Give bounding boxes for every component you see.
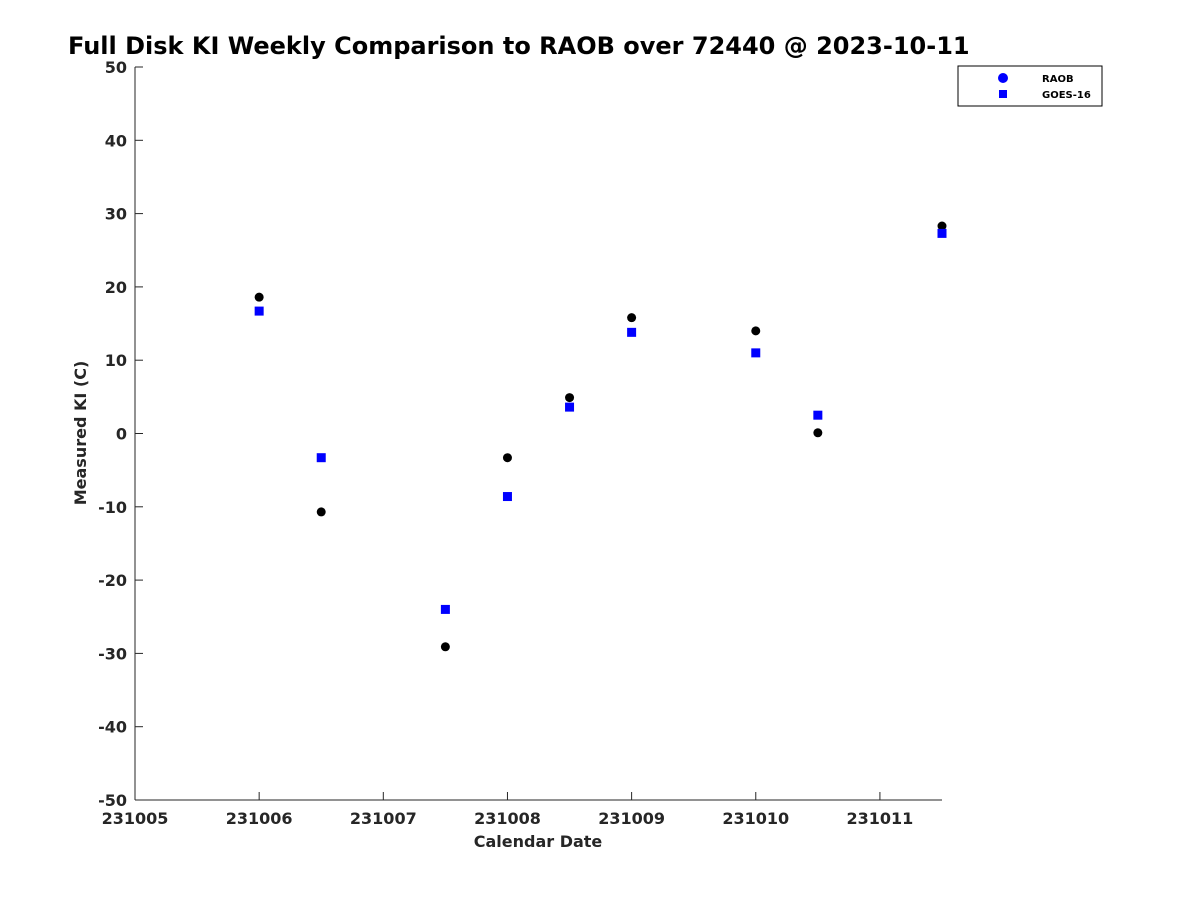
y-axis-label: Measured KI (C)	[71, 361, 90, 506]
x-tick-label: 231006	[226, 809, 293, 828]
x-tick-label: 231005	[102, 809, 169, 828]
legend-marker-goes-16	[999, 90, 1007, 98]
goes-16-point	[316, 453, 326, 463]
y-tick-label: 10	[105, 351, 127, 370]
y-tick-label: 30	[105, 205, 127, 224]
y-tick-label: -10	[98, 498, 127, 517]
y-tick-label: -30	[98, 644, 127, 663]
x-tick-label: 231010	[722, 809, 789, 828]
raob-point	[440, 642, 450, 652]
goes-16-point	[813, 410, 823, 420]
raob-point	[627, 313, 637, 323]
data-points	[254, 221, 947, 652]
raob-point	[937, 221, 947, 231]
goes-16-point	[627, 327, 637, 337]
goes-16-point	[751, 348, 761, 358]
goes-16-point	[565, 402, 575, 412]
raob-point	[502, 453, 512, 463]
x-tick-label: 231007	[350, 809, 417, 828]
y-tick-label: -20	[98, 571, 127, 590]
chart-title: Full Disk KI Weekly Comparison to RAOB o…	[68, 32, 970, 60]
y-tick-label: -50	[98, 791, 127, 810]
legend-box	[957, 65, 1103, 107]
x-axis-label: Calendar Date	[474, 832, 603, 851]
goes-16-point	[502, 492, 512, 502]
legend: RAOB GOES-16	[957, 65, 1103, 107]
x-tick-label: 231009	[598, 809, 665, 828]
y-ticks: 50 40 30 20 10 0 -10 -20 -30 -40 -50	[98, 58, 143, 810]
raob-point	[565, 393, 575, 403]
raob-point	[751, 326, 761, 336]
goes-16-point	[440, 604, 450, 614]
legend-label-raob: RAOB	[1042, 74, 1074, 85]
x-ticks: 231005 231006 231007 231008 231009 231010 2310…	[102, 792, 914, 828]
goes-16-point	[937, 228, 947, 238]
legend-label-goes-16: GOES-16	[1042, 90, 1091, 101]
x-tick-label: 231011	[847, 809, 914, 828]
raob-point	[254, 292, 264, 302]
y-tick-label: 20	[105, 278, 127, 297]
x-tick-label: 231008	[474, 809, 541, 828]
y-tick-label: 0	[116, 425, 127, 444]
y-tick-label: -40	[98, 718, 127, 737]
legend-marker-raob	[998, 73, 1008, 83]
y-tick-label: 40	[105, 131, 127, 150]
y-tick-label: 50	[105, 58, 127, 77]
raob-point	[316, 507, 326, 517]
goes-16-point	[254, 306, 264, 316]
raob-point	[813, 428, 823, 438]
